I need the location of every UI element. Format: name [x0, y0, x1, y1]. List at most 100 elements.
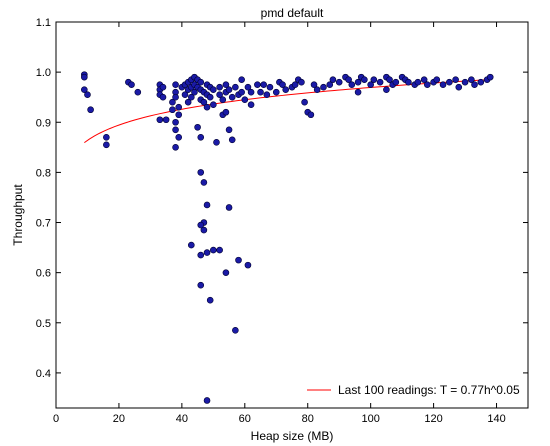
scatter-point	[181, 91, 189, 98]
scatter-point	[200, 179, 208, 186]
scatter-point	[477, 78, 485, 86]
scatter-point	[169, 98, 176, 106]
scatter-point	[219, 96, 227, 103]
scatter-point	[376, 78, 384, 86]
scatter-point	[486, 73, 494, 81]
scatter-point	[156, 116, 164, 124]
scatter-point	[367, 81, 374, 88]
legend: Last 100 readings: T = 0.77h^0.05	[307, 383, 520, 397]
scatter-point	[424, 81, 431, 88]
y-tick-label: 0.9	[36, 117, 51, 129]
scatter-point	[254, 81, 261, 88]
scatter-point	[238, 88, 245, 96]
scatter-point	[471, 81, 478, 88]
scatter-point	[392, 78, 400, 86]
scatter-point	[455, 83, 463, 91]
scatter-point	[257, 88, 264, 96]
scatter-point	[162, 116, 170, 124]
scatter-point	[405, 78, 412, 86]
scatter-point	[301, 98, 308, 106]
scatter-point	[452, 76, 459, 83]
scatter-point	[433, 76, 441, 83]
x-tick-label: 40	[176, 413, 188, 425]
scatter-point	[414, 78, 422, 86]
scatter-point	[203, 201, 211, 209]
scatter-point	[175, 111, 183, 119]
scatter-point	[172, 126, 179, 134]
scatter-point	[361, 76, 368, 83]
scatter-point	[439, 81, 447, 88]
chart-title: pmd default	[261, 6, 324, 20]
scatter-point	[210, 101, 217, 109]
scatter-point	[266, 83, 274, 91]
scatter-point	[329, 76, 337, 83]
scatter-point	[197, 169, 205, 176]
y-tick-label: 0.7	[36, 218, 51, 230]
x-tick-label: 80	[302, 413, 314, 425]
scatter-point	[386, 76, 393, 83]
scatter-point	[87, 106, 94, 114]
scatter-point	[197, 281, 205, 289]
scatter-point	[197, 221, 205, 229]
scatter-point	[291, 81, 299, 88]
scatter-point	[345, 76, 352, 83]
scatter-point	[197, 78, 205, 86]
scatter-point	[103, 134, 110, 141]
scatter-point	[206, 93, 214, 101]
fit-line-group	[84, 79, 491, 144]
y-tick-label: 1.1	[36, 17, 51, 29]
scatter-point	[216, 91, 223, 98]
scatter-point	[232, 326, 239, 334]
scatter-point	[216, 246, 223, 254]
fit-line	[84, 79, 491, 144]
legend-label: Last 100 readings: T = 0.77h^0.05	[338, 383, 520, 397]
scatter-point	[335, 78, 343, 86]
scatter-point	[203, 397, 211, 404]
scatter-point	[383, 86, 390, 93]
x-tick-label: 60	[239, 413, 251, 425]
scatter-point	[244, 83, 252, 91]
scatter-point	[260, 81, 267, 88]
scatter-point	[169, 106, 176, 114]
scatter-point	[354, 88, 362, 96]
scatter-point	[320, 83, 327, 91]
scatter-point	[244, 261, 252, 269]
y-tick-label: 1.0	[36, 67, 51, 79]
scatter-point	[235, 256, 242, 264]
scatter-point	[232, 83, 239, 91]
scatter-point	[200, 98, 208, 106]
scatter-point	[206, 296, 214, 304]
scatter-point	[461, 78, 469, 86]
scatter-point	[172, 118, 179, 126]
scatter-point	[222, 81, 230, 88]
y-axis: 0.4 0.5 0.6 0.7 0.8 0.9 1.0 1.1	[36, 17, 528, 380]
scatter-point	[84, 91, 91, 98]
y-tick-label: 0.8	[36, 167, 51, 179]
scatter-point	[282, 86, 290, 93]
scatter-point	[172, 144, 179, 151]
x-tick-label: 120	[424, 413, 442, 425]
scatter-point	[263, 91, 271, 98]
scatter-point	[172, 93, 179, 101]
x-axis: 0 20 40 60 80 100 120 140	[53, 22, 506, 425]
scatter-point	[172, 81, 179, 88]
scatter-point	[159, 93, 167, 101]
scatter-point	[175, 103, 183, 111]
scatter-point	[348, 81, 356, 88]
scatter-point	[238, 76, 245, 83]
scatter-point	[194, 123, 201, 131]
scatter-point	[128, 81, 135, 88]
scatter-point	[354, 78, 362, 86]
scatter-point	[225, 204, 233, 211]
x-tick-label: 100	[361, 413, 379, 425]
scatter-point	[191, 88, 198, 96]
scatter-point	[307, 111, 315, 119]
scatter-point	[210, 86, 217, 93]
scatter-point	[222, 269, 230, 276]
y-tick-label: 0.5	[36, 318, 51, 330]
scatter-point	[197, 251, 205, 259]
scatter-point	[188, 241, 195, 249]
scatter-point	[184, 98, 192, 106]
scatter-point	[228, 93, 236, 101]
